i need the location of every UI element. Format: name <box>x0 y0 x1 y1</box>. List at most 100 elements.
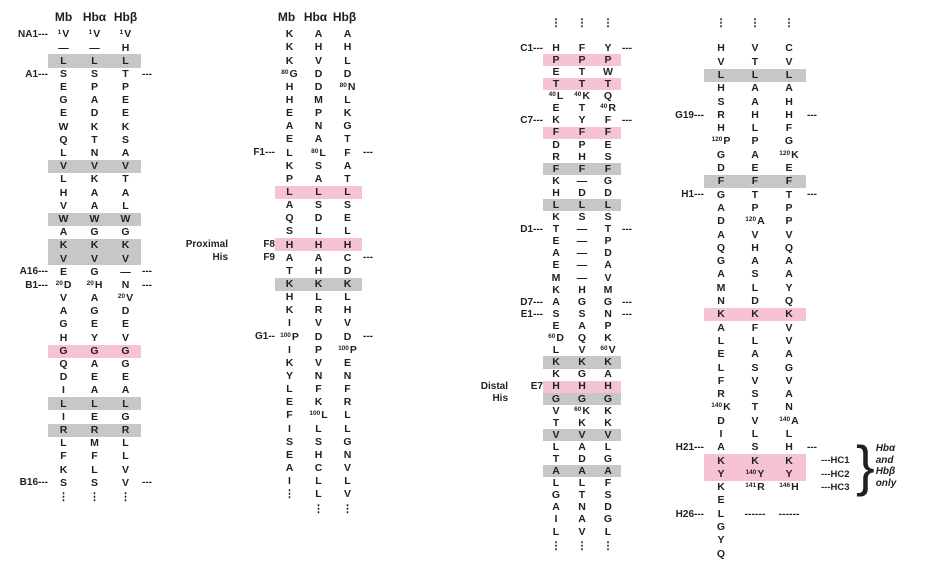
residue-number: 100 <box>309 410 321 418</box>
alignment-row: His F9 A A C --- <box>178 251 377 264</box>
residue-letter: H <box>285 80 294 93</box>
residue-hba: E <box>79 318 110 331</box>
residue-letter: V <box>751 42 759 55</box>
residue-letter: D <box>717 162 725 175</box>
residue-hba: D <box>304 330 333 343</box>
residue-letter: ⋮ <box>313 502 324 515</box>
residue-hbb: ⋮ <box>333 501 362 517</box>
residue-letter: F <box>604 114 612 127</box>
residue-letter: P <box>90 81 98 94</box>
residue-letter: V <box>126 292 134 305</box>
alignment-row: H26--- L ------ ------ <box>646 507 857 520</box>
residue-hba: ------ <box>738 507 772 520</box>
residue-hba: T <box>569 66 595 78</box>
residue-letter: D <box>717 414 725 427</box>
residue-hbb: 40 R <box>595 102 621 114</box>
residue-letter: L <box>751 68 759 81</box>
residue-hba: — <box>569 236 595 248</box>
residue-letter: G <box>90 305 99 318</box>
residue-hbb: A <box>595 260 621 272</box>
residue-mb: K <box>543 284 569 296</box>
alignment-row: K — G <box>470 175 636 187</box>
residue-letter: F <box>604 477 612 490</box>
residue-hba: T <box>79 134 110 147</box>
residue-hba: C <box>304 462 333 475</box>
residue-hba: Y <box>79 331 110 344</box>
alignment-row: V A 20 V <box>8 292 156 305</box>
residue-hba: F <box>738 321 772 334</box>
residue-letter: K <box>59 239 68 252</box>
residue-letter: F <box>552 126 560 139</box>
residue-hbb: T <box>595 223 621 235</box>
residue-mb: D <box>543 139 569 151</box>
residue-trio: Q <box>704 547 806 560</box>
residue-hbb: K <box>333 278 362 291</box>
residue-letter: G <box>121 410 130 423</box>
helix-position-label: C1--- <box>520 42 543 54</box>
residue-letter: K <box>785 308 793 321</box>
residue-letter: Y <box>285 369 293 382</box>
residue-letter: K <box>285 54 294 67</box>
residue-letter: V <box>717 55 725 68</box>
residue-letter: A <box>578 465 586 478</box>
residue-mb: A <box>275 199 304 212</box>
residue-letter: V <box>314 356 322 369</box>
residue-letter: L <box>321 409 328 422</box>
residue-mb: A <box>704 228 738 241</box>
helix-position-label: NA1--- <box>18 29 48 41</box>
residue-mb: E <box>543 236 569 248</box>
residue-letter: A <box>578 319 586 332</box>
residue-hba: K <box>569 417 595 429</box>
boundary-dashes: --- <box>142 279 152 291</box>
residue-hbb: V <box>333 488 362 501</box>
alignment-row: E <box>646 494 857 507</box>
residue-hba: W <box>79 213 110 226</box>
residue-mb: H <box>275 238 304 251</box>
residue-hbb: A <box>595 369 621 381</box>
residue-letter: D <box>751 295 759 308</box>
residue-mb: S <box>48 68 79 81</box>
residue-hba: L <box>569 199 595 211</box>
residue-letter: I <box>719 428 723 440</box>
residue-hba: — <box>569 175 595 187</box>
residue-hba: A <box>738 148 772 161</box>
residue-letter: Q <box>603 90 613 103</box>
residue-hba: P <box>738 135 772 148</box>
residue-letter: K <box>582 90 590 103</box>
alignment-row: C1--- H F Y --- <box>470 42 636 54</box>
residue-hba: A <box>79 199 110 212</box>
residue-letter: Q <box>285 212 294 225</box>
residue-hba: L <box>738 122 772 135</box>
residue-letter: T <box>552 223 560 236</box>
residue-trio: ⋮ ⋮ ⋮ <box>543 4 621 42</box>
helix-position-label: B16--- <box>19 477 48 489</box>
residue-letter: F <box>785 175 793 188</box>
residue-letter: A <box>785 268 793 281</box>
residue-trio: 80 G D D <box>275 67 362 80</box>
residue-hba: V <box>738 228 772 241</box>
residue-letter: K <box>604 332 612 345</box>
residue-hba: P <box>569 54 595 66</box>
residue-letter: S <box>285 435 293 448</box>
residue-hbb: Y <box>772 281 806 294</box>
residue-mb: D <box>704 414 738 427</box>
residue-hba: L <box>738 428 772 441</box>
residue-trio: H D 80 N <box>275 81 362 94</box>
residue-hba: N <box>569 502 595 514</box>
residue-hba: — <box>79 41 110 54</box>
residue-letter: E <box>90 318 98 331</box>
residue-letter: D <box>59 371 68 384</box>
residue-letter: Y <box>90 331 98 344</box>
residue-hbb: T <box>333 133 362 146</box>
residue-letter: A <box>343 28 352 41</box>
